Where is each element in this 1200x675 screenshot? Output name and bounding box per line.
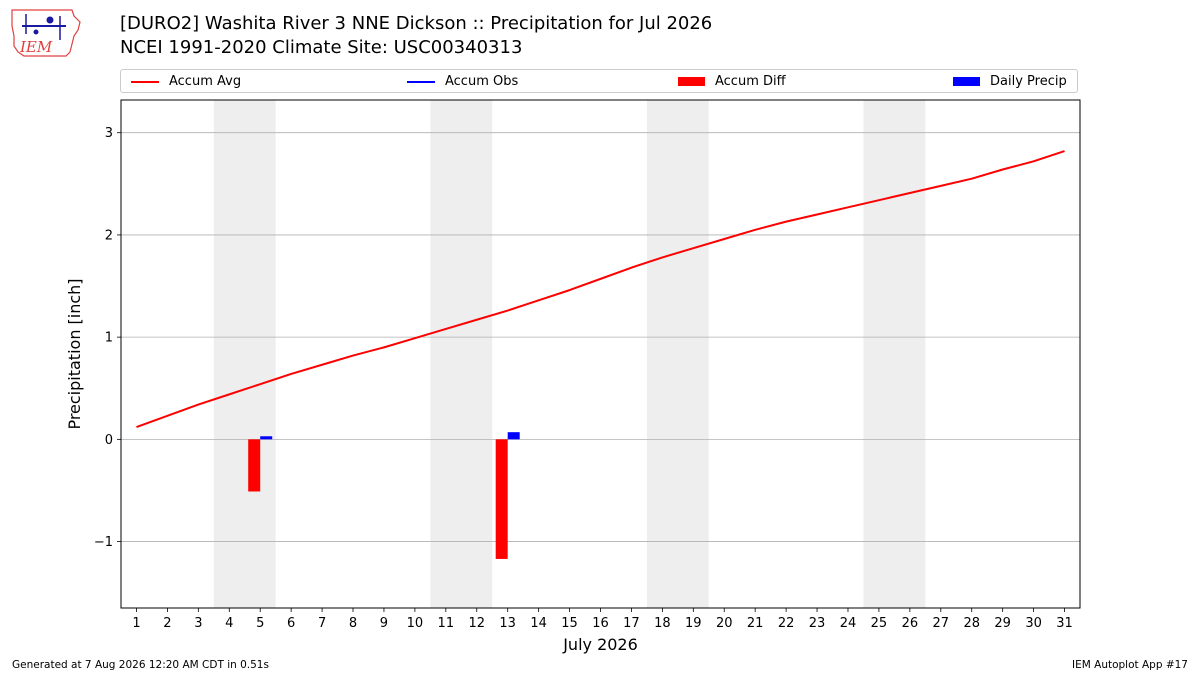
x-tick-label: 24 [840,616,857,631]
x-tick-label: 15 [561,616,578,631]
x-tick-label: 12 [468,616,485,631]
y-axis-label: Precipitation [inch] [65,278,84,429]
y-tick-label: 0 [105,433,113,448]
x-tick-label: 2 [163,616,171,631]
footer-app-id: IEM Autoplot App #17 [1072,659,1188,671]
x-tick-label: 9 [380,616,388,631]
logo-text: IEM [19,38,53,56]
weekend-shade [213,100,276,608]
x-tick-label: 8 [349,616,357,631]
x-tick-label: 14 [530,616,547,631]
x-tick-label: 5 [256,616,264,631]
legend-item-accum-diff: Accum Diff [678,73,786,91]
x-tick-label: 6 [287,616,295,631]
weekend-shade [863,100,926,608]
x-tick-label: 1 [132,616,140,631]
x-tick-label: 7 [318,616,326,631]
legend-item-accum-obs: Accum Obs [407,73,518,91]
bar-daily-precip [260,436,273,440]
legend-swatch [953,77,980,86]
legend: Accum Avg Accum Obs Accum Diff Daily Precip [120,69,1078,93]
y-tick-label: 3 [105,126,113,141]
x-tick-label: 19 [685,616,702,631]
x-tick-label: 13 [499,616,516,631]
x-tick-label: 26 [902,616,919,631]
x-tick-label: 21 [747,616,764,631]
x-tick-label: 28 [963,616,980,631]
x-tick-label: 20 [716,616,733,631]
x-tick-label: 3 [194,616,202,631]
y-tick-label: 2 [105,228,113,243]
footer-generated: Generated at 7 Aug 2026 12:20 AM CDT in … [12,659,269,671]
legend-swatch [131,80,159,83]
bar-daily-precip [507,432,520,440]
legend-item-daily-precip: Daily Precip [953,73,1067,91]
weekend-shade [430,100,493,608]
x-axis-label: July 2026 [562,635,638,654]
iem-logo: IEM [11,9,81,57]
line-accum-avg [136,150,1065,429]
chart-subtitle: NCEI 1991-2020 Climate Site: USC00340313 [120,37,523,58]
x-tick-label: 11 [438,616,455,631]
x-tick-label: 29 [994,616,1011,631]
chart-title: [DURO2] Washita River 3 NNE Dickson :: P… [120,13,713,34]
x-tick-label: 18 [654,616,671,631]
x-tick-label: 27 [933,616,950,631]
legend-swatch [678,77,705,86]
x-tick-label: 17 [623,616,640,631]
x-tick-label: 30 [1025,616,1042,631]
x-tick-label: 25 [871,616,888,631]
legend-swatch [407,80,435,83]
iowa-outline-icon [11,9,81,57]
legend-label: Accum Avg [169,74,242,89]
x-tick-label: 10 [407,616,424,631]
weekend-shade [646,100,709,608]
bar-accum-diff [248,439,261,492]
legend-label: Accum Obs [445,74,519,89]
x-tick-label: 31 [1056,616,1073,631]
legend-item-accum-avg: Accum Avg [131,73,241,91]
x-tick-label: 22 [778,616,795,631]
legend-label: Daily Precip [990,74,1067,89]
bar-accum-diff [495,439,508,559]
legend-label: Accum Diff [715,74,786,89]
y-tick-label: −1 [94,535,113,550]
x-tick-label: 23 [809,616,826,631]
weather-station-icon [22,14,66,40]
x-tick-label: 16 [592,616,609,631]
x-tick-label: 4 [225,616,233,631]
y-tick-label: 1 [105,331,113,346]
plot-frame [120,99,1081,609]
